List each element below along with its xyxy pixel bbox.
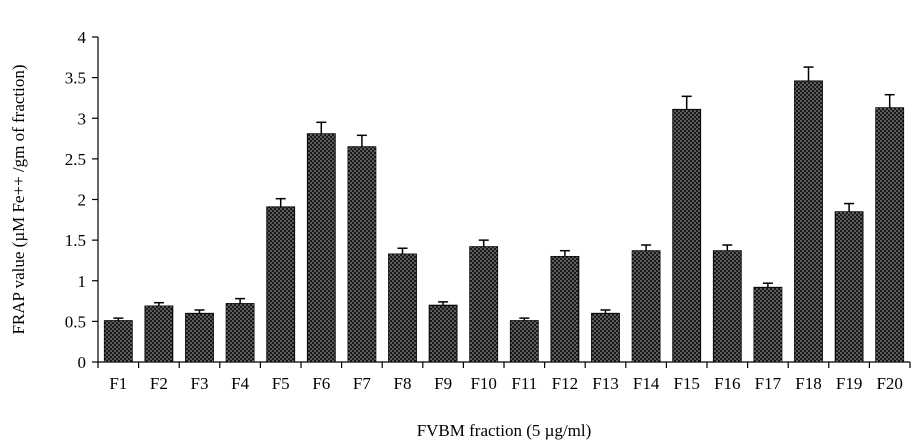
y-tick-label: 3.5: [65, 69, 86, 88]
bar-f3: [185, 312, 214, 363]
bar-f2: [144, 305, 174, 363]
bar-f15: [672, 108, 702, 363]
y-axis: 0 0.5 1 1.5 2 2.5 3 3.5 4: [65, 28, 99, 372]
x-tick-label: F3: [191, 374, 209, 393]
bar-f10: [469, 246, 499, 363]
bar-f11: [509, 320, 539, 363]
x-tick-label: F7: [353, 374, 371, 393]
bar-f14: [631, 250, 661, 363]
bar-f19: [834, 211, 864, 363]
bar-f7: [347, 146, 377, 363]
y-tick-label: 0: [78, 353, 87, 372]
bar-f18: [794, 80, 823, 363]
y-tick-label: 2.5: [65, 150, 86, 169]
x-tick-label: F10: [470, 374, 496, 393]
x-tick-label: F9: [434, 374, 452, 393]
bar-f8: [388, 253, 417, 363]
y-tick-label: 1: [78, 272, 87, 291]
x-tick-label: F5: [272, 374, 290, 393]
y-tick-label: 3: [78, 109, 87, 128]
x-tick-label: F11: [511, 374, 537, 393]
y-tick-label: 0.5: [65, 312, 86, 331]
x-tick-label: F1: [109, 374, 127, 393]
x-tick-label: F14: [633, 374, 660, 393]
error-bars: [113, 66, 895, 321]
x-tick-label: F19: [836, 374, 862, 393]
bars: [103, 80, 905, 363]
x-tick-label: F18: [795, 374, 821, 393]
y-axis-label: FRAP value (µM Fe++ /gm of fraction): [9, 64, 28, 334]
bar-f17: [753, 286, 783, 363]
bar-f4: [225, 303, 255, 363]
x-axis-label: FVBM fraction (5 µg/ml): [417, 421, 592, 440]
bar-f16: [712, 250, 742, 363]
x-tick-label: F4: [231, 374, 249, 393]
y-tick-label: 2: [78, 191, 87, 210]
x-axis: F1 F2 F3 F4 F5 F6 F7 F8 F9 F10 F11 F12 F13 F14 F15 F16 F…: [97, 361, 911, 393]
x-tick-label: F6: [312, 374, 330, 393]
bar-f6: [306, 133, 336, 363]
x-tick-label: F15: [673, 374, 699, 393]
bar-f1: [103, 320, 133, 363]
bar-f12: [550, 255, 580, 363]
x-tick-label: F8: [394, 374, 412, 393]
bar-f5: [266, 206, 296, 363]
x-tick-label: F16: [714, 374, 740, 393]
x-tick-label: F20: [876, 374, 902, 393]
y-tick-label: 1.5: [65, 231, 86, 250]
bar-f20: [875, 107, 905, 363]
bar-f9: [428, 304, 458, 363]
x-tick-label: F17: [755, 374, 782, 393]
bar-f13: [591, 312, 620, 363]
x-tick-label: F12: [552, 374, 578, 393]
y-tick-label: 4: [78, 28, 87, 47]
x-tick-label: F2: [150, 374, 168, 393]
x-tick-label: F13: [592, 374, 618, 393]
